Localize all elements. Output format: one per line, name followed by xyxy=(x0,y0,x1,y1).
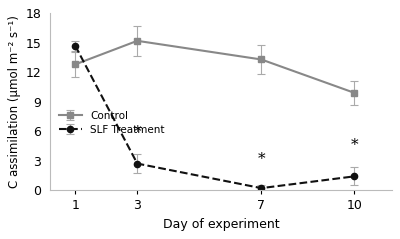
Text: *: * xyxy=(134,125,141,139)
Text: *: * xyxy=(351,138,358,152)
X-axis label: Day of experiment: Day of experiment xyxy=(163,218,279,231)
Text: *: * xyxy=(258,152,265,166)
Legend: Control, SLF Treatment: Control, SLF Treatment xyxy=(59,111,165,135)
Y-axis label: C assimilation (μmol m⁻² s⁻¹): C assimilation (μmol m⁻² s⁻¹) xyxy=(8,15,21,188)
